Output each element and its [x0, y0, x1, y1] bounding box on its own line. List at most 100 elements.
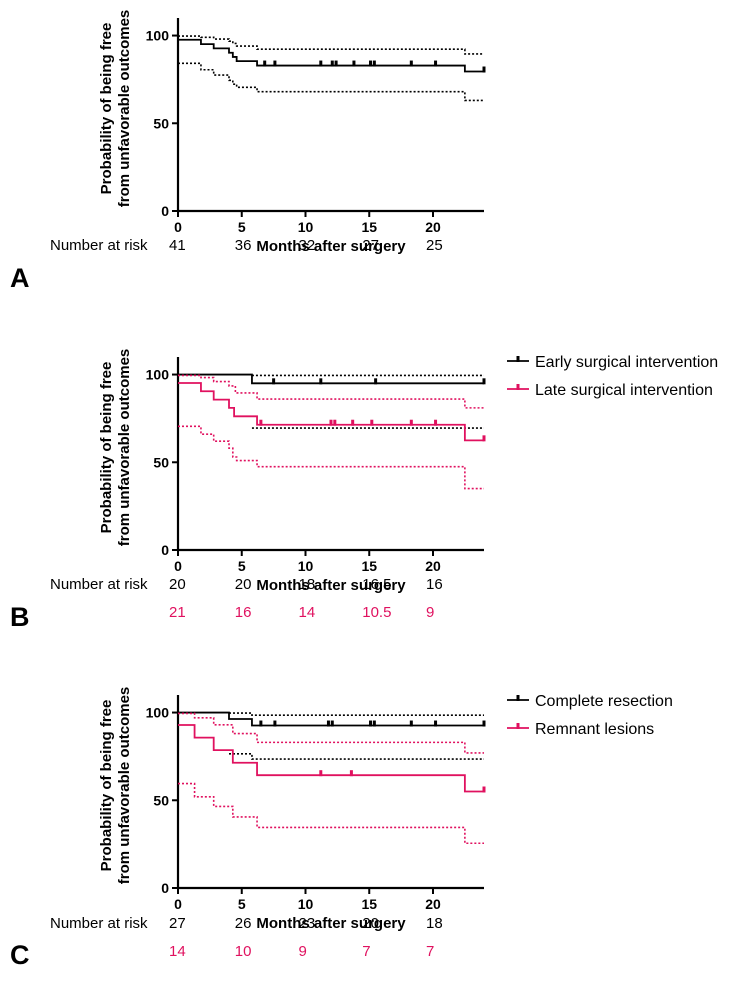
- x-tick-label: 15: [361, 219, 377, 235]
- risk-count: 14: [299, 604, 316, 621]
- y-axis-title-line2: from unfavorable outcomes: [116, 349, 133, 547]
- x-tick-label: 0: [174, 896, 182, 912]
- censor-mark: [409, 419, 413, 426]
- risk-count: 41: [169, 237, 186, 254]
- x-tick-label: 20: [425, 219, 441, 235]
- ci-lower-line: [178, 425, 484, 490]
- series-all-patients: [178, 35, 486, 102]
- y-tick-label: 0: [161, 542, 169, 558]
- censor-mark: [263, 60, 267, 67]
- y-axis-title-line1: Probability of being free: [98, 700, 115, 872]
- legend-censor-mark: [516, 723, 520, 729]
- panel-c: 0 5 10 15 20 0 50 100 Months after surgery Probab…: [10, 687, 673, 970]
- risk-count: 7: [362, 943, 370, 960]
- censor-mark: [259, 419, 263, 426]
- legend: Complete resection Remnant lesions: [507, 693, 673, 738]
- x-tick-label: 5: [238, 219, 246, 235]
- ci-lower-line: [178, 62, 484, 102]
- risk-count: 10.5: [362, 604, 391, 621]
- censor-mark: [272, 378, 276, 385]
- y-tick-label: 50: [153, 115, 169, 131]
- x-tick-label: 20: [425, 896, 441, 912]
- x-axis-title: Months after surgery: [256, 238, 406, 255]
- censor-mark: [352, 60, 356, 67]
- y-tick-label: 50: [153, 454, 169, 470]
- y-tick-label: 0: [161, 203, 169, 219]
- risk-count: 27: [169, 915, 186, 932]
- y-axis-title-line2: from unfavorable outcomes: [116, 687, 133, 885]
- x-tick-label: 15: [361, 558, 377, 574]
- risk-count: 25: [426, 237, 443, 254]
- x-tick-label: 0: [174, 219, 182, 235]
- y-axis-title-line1: Probability of being free: [98, 362, 115, 534]
- risk-count: 20: [169, 576, 186, 593]
- x-tick-label: 15: [361, 896, 377, 912]
- ci-upper-line: [178, 712, 484, 754]
- risk-count: 16: [235, 604, 252, 621]
- risk-count: 16: [426, 576, 443, 593]
- censor-mark: [319, 770, 323, 777]
- censor-mark: [349, 770, 353, 777]
- y-axis-title-line2: from unfavorable outcomes: [116, 10, 133, 208]
- censor-mark: [434, 419, 438, 426]
- x-tick-label: 5: [238, 896, 246, 912]
- series-early-surgical-intervention: [178, 373, 486, 429]
- censor-mark: [273, 60, 277, 67]
- legend-label: Late surgical intervention: [535, 382, 713, 399]
- x-axis-title: Months after surgery: [256, 915, 406, 932]
- censor-mark: [319, 378, 323, 385]
- risk-count: 10: [235, 943, 252, 960]
- censor-mark: [434, 720, 438, 727]
- censor-mark: [333, 419, 337, 426]
- censor-mark: [370, 419, 374, 426]
- y-tick-label: 100: [146, 705, 170, 721]
- censor-mark: [434, 60, 438, 67]
- ci-lower-line: [178, 782, 484, 845]
- censor-mark: [409, 60, 413, 67]
- risk-count: 7: [426, 943, 434, 960]
- censor-mark: [330, 720, 334, 727]
- risk-count: 26: [235, 915, 252, 932]
- censor-mark: [351, 419, 355, 426]
- legend-label: Early surgical intervention: [535, 354, 718, 371]
- legend-censor-mark: [516, 695, 520, 701]
- survival-curve: [178, 724, 484, 793]
- legend-censor-mark: [516, 356, 520, 362]
- legend-label: Complete resection: [535, 693, 673, 710]
- series-remnant-lesions: [178, 712, 486, 845]
- legend-label: Remnant lesions: [535, 721, 654, 738]
- panel-letter: C: [10, 940, 30, 970]
- x-tick-label: 0: [174, 558, 182, 574]
- y-tick-label: 100: [146, 28, 170, 44]
- risk-table-label: Number at risk: [50, 915, 148, 932]
- survival-curve: [178, 38, 484, 73]
- risk-count: 20: [235, 576, 252, 593]
- censor-mark: [319, 60, 323, 67]
- ci-upper-line: [178, 35, 484, 55]
- risk-count: 14: [169, 943, 186, 960]
- censor-mark: [259, 720, 263, 727]
- risk-table-label: Number at risk: [50, 576, 148, 593]
- panel-letter: B: [10, 602, 30, 632]
- panel-a: 0 5 10 15 20 0 50 100 Months after surgery Probab…: [10, 10, 486, 293]
- risk-count: 18: [426, 915, 443, 932]
- risk-count: 16.5: [362, 576, 391, 593]
- risk-count: 9: [426, 604, 434, 621]
- censor-mark: [482, 720, 486, 727]
- x-tick-label: 20: [425, 558, 441, 574]
- censor-mark: [482, 435, 486, 442]
- legend-censor-mark: [516, 384, 520, 390]
- risk-count: 9: [299, 943, 307, 960]
- y-axis-title-line1: Probability of being free: [98, 23, 115, 195]
- censor-mark: [273, 720, 277, 727]
- panel-letter: A: [10, 263, 30, 293]
- survival-curve: [178, 373, 484, 385]
- censor-mark: [334, 60, 338, 67]
- legend: Early surgical intervention Late surgical…: [507, 354, 718, 399]
- risk-count: 23: [299, 915, 316, 932]
- risk-count: 32: [299, 237, 316, 254]
- x-axis-title: Months after surgery: [256, 577, 406, 594]
- censor-mark: [330, 60, 334, 67]
- risk-count: 27: [362, 237, 379, 254]
